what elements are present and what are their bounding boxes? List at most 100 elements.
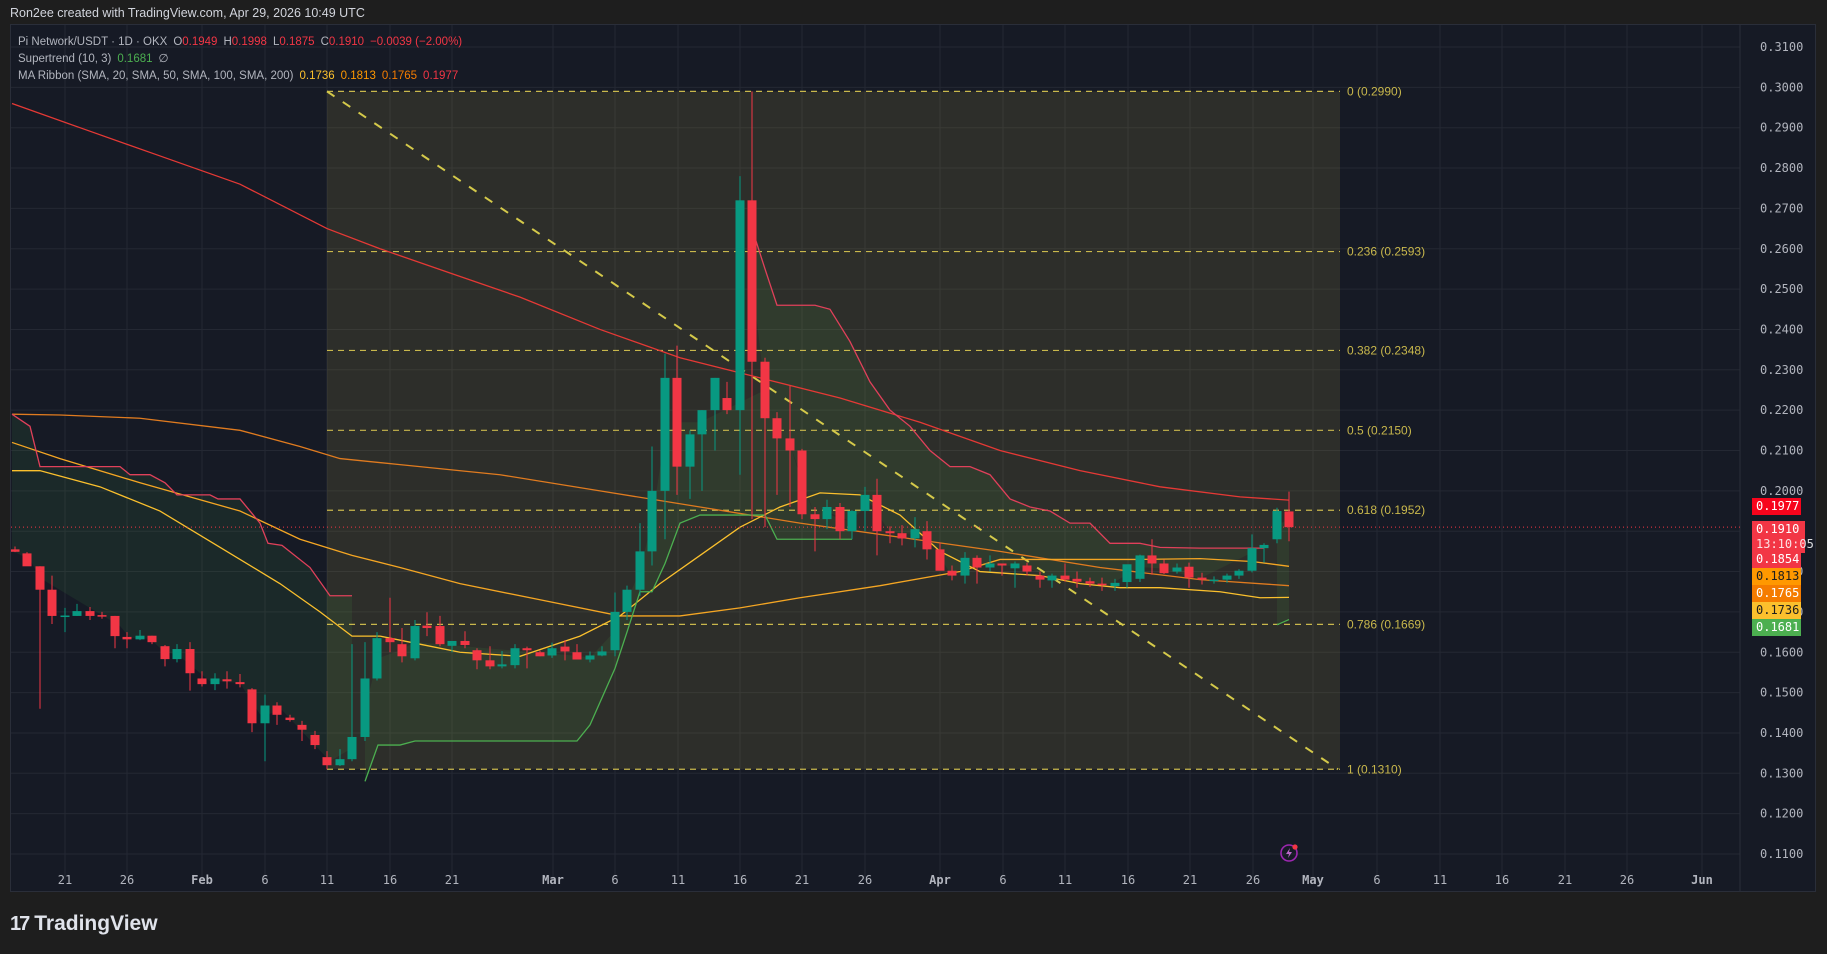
candle-body[interactable]	[710, 377, 720, 411]
candle-body[interactable]	[360, 678, 370, 737]
candle-body[interactable]	[735, 200, 745, 411]
candle-body[interactable]	[597, 651, 607, 656]
candle-body[interactable]	[135, 635, 145, 640]
candle-body[interactable]	[247, 689, 257, 724]
candle-body[interactable]	[110, 615, 120, 637]
supertrend-down-2-line[interactable]	[751, 228, 1264, 549]
candle-body[interactable]	[235, 682, 245, 685]
candle-body[interactable]	[747, 200, 757, 362]
candle-body[interactable]	[222, 679, 232, 682]
candle-body[interactable]	[985, 563, 995, 568]
candle-body[interactable]	[797, 450, 807, 515]
candle-body[interactable]	[635, 551, 645, 590]
candle-body[interactable]	[60, 615, 70, 618]
candle-body[interactable]	[1272, 511, 1282, 540]
candle-body[interactable]	[585, 655, 595, 660]
ma-ribbon-legend-row[interactable]: MA Ribbon (SMA, 20, SMA, 50, SMA, 100, S…	[18, 68, 468, 85]
candle-body[interactable]	[185, 649, 195, 674]
candle-body[interactable]	[47, 589, 57, 616]
candle-body[interactable]	[610, 611, 620, 651]
sma-20-line[interactable]	[12, 470, 1290, 657]
chart-pane[interactable]	[10, 24, 1816, 892]
candle-body[interactable]	[1209, 579, 1219, 582]
candle-body[interactable]	[822, 506, 832, 520]
candle-body[interactable]	[535, 652, 545, 657]
candle-body[interactable]	[760, 361, 770, 419]
candle-body[interactable]	[622, 589, 632, 612]
sma-200-line[interactable]	[11, 102, 1290, 501]
candle-body[interactable]	[285, 717, 295, 721]
candle-body[interactable]	[1047, 575, 1057, 581]
candle-body[interactable]	[772, 418, 782, 439]
candle-body[interactable]	[1097, 583, 1107, 586]
candle-body[interactable]	[1222, 575, 1232, 580]
sma-50-line[interactable]	[11, 441, 1290, 617]
candle-body[interactable]	[1234, 570, 1244, 576]
candle-body[interactable]	[11, 549, 20, 552]
candle-body[interactable]	[947, 570, 957, 576]
candle-body[interactable]	[410, 626, 420, 659]
candle-body[interactable]	[847, 511, 857, 532]
candle-body[interactable]	[272, 705, 282, 715]
candle-body[interactable]	[310, 734, 320, 746]
candle-body[interactable]	[960, 557, 970, 576]
dashed-trendline[interactable]	[326, 90, 1339, 771]
candle-body[interactable]	[385, 638, 395, 643]
candle-body[interactable]	[1135, 555, 1145, 579]
candle-body[interactable]	[910, 529, 920, 539]
candle-body[interactable]	[1060, 575, 1070, 580]
candle-body[interactable]	[1284, 511, 1294, 528]
candle-body[interactable]	[172, 649, 182, 660]
candle-body[interactable]	[397, 644, 407, 657]
candle-body[interactable]	[1122, 564, 1132, 583]
tradingview-logo[interactable]: 17 TradingView	[10, 912, 158, 936]
candle-body[interactable]	[1110, 582, 1120, 587]
candle-body[interactable]	[1085, 581, 1095, 584]
candle-body[interactable]	[685, 434, 695, 467]
candle-body[interactable]	[35, 566, 45, 590]
supertrend-legend-row[interactable]: Supertrend (10, 3) 0.1681 ∅	[18, 51, 468, 68]
candle-body[interactable]	[1247, 548, 1257, 571]
candle-body[interactable]	[422, 625, 432, 629]
candle-body[interactable]	[147, 635, 157, 643]
candle-body[interactable]	[697, 410, 707, 435]
symbol-legend-row[interactable]: Pi Network/USDT · 1D · OKX O0.1949 H0.1998…	[18, 34, 468, 51]
candle-body[interactable]	[460, 640, 470, 645]
candle-body[interactable]	[22, 553, 32, 567]
candle-body[interactable]	[1259, 544, 1269, 549]
candle-body[interactable]	[647, 490, 657, 552]
candle-body[interactable]	[522, 648, 532, 651]
supertrend-down-line[interactable]	[11, 413, 352, 597]
candle-body[interactable]	[885, 531, 895, 534]
candle-body[interactable]	[972, 557, 982, 568]
candle-body[interactable]	[435, 626, 445, 645]
candle-body[interactable]	[722, 398, 732, 411]
candle-body[interactable]	[1172, 567, 1182, 572]
candle-body[interactable]	[322, 757, 332, 766]
candle-body[interactable]	[1147, 555, 1157, 564]
candle-body[interactable]	[1184, 566, 1194, 578]
candle-body[interactable]	[1035, 575, 1045, 580]
candle-body[interactable]	[485, 660, 495, 667]
candle-body[interactable]	[660, 377, 670, 491]
candle-body[interactable]	[1197, 577, 1207, 580]
candle-body[interactable]	[372, 638, 382, 679]
candle-body[interactable]	[560, 646, 570, 652]
candle-body[interactable]	[447, 640, 457, 646]
candle-body[interactable]	[497, 664, 507, 667]
candle-body[interactable]	[72, 611, 82, 616]
candle-body[interactable]	[572, 652, 582, 660]
candle-body[interactable]	[1010, 563, 1020, 569]
candle-body[interactable]	[997, 563, 1007, 566]
candle-body[interactable]	[897, 533, 907, 539]
candle-body[interactable]	[1072, 578, 1082, 582]
candle-body[interactable]	[860, 494, 870, 512]
candle-body[interactable]	[872, 494, 882, 532]
candle-body[interactable]	[835, 506, 845, 532]
candle-body[interactable]	[935, 549, 945, 571]
candle-body[interactable]	[97, 615, 107, 617]
candle-body[interactable]	[547, 648, 557, 656]
candle-body[interactable]	[922, 531, 932, 550]
candle-body[interactable]	[197, 678, 207, 685]
